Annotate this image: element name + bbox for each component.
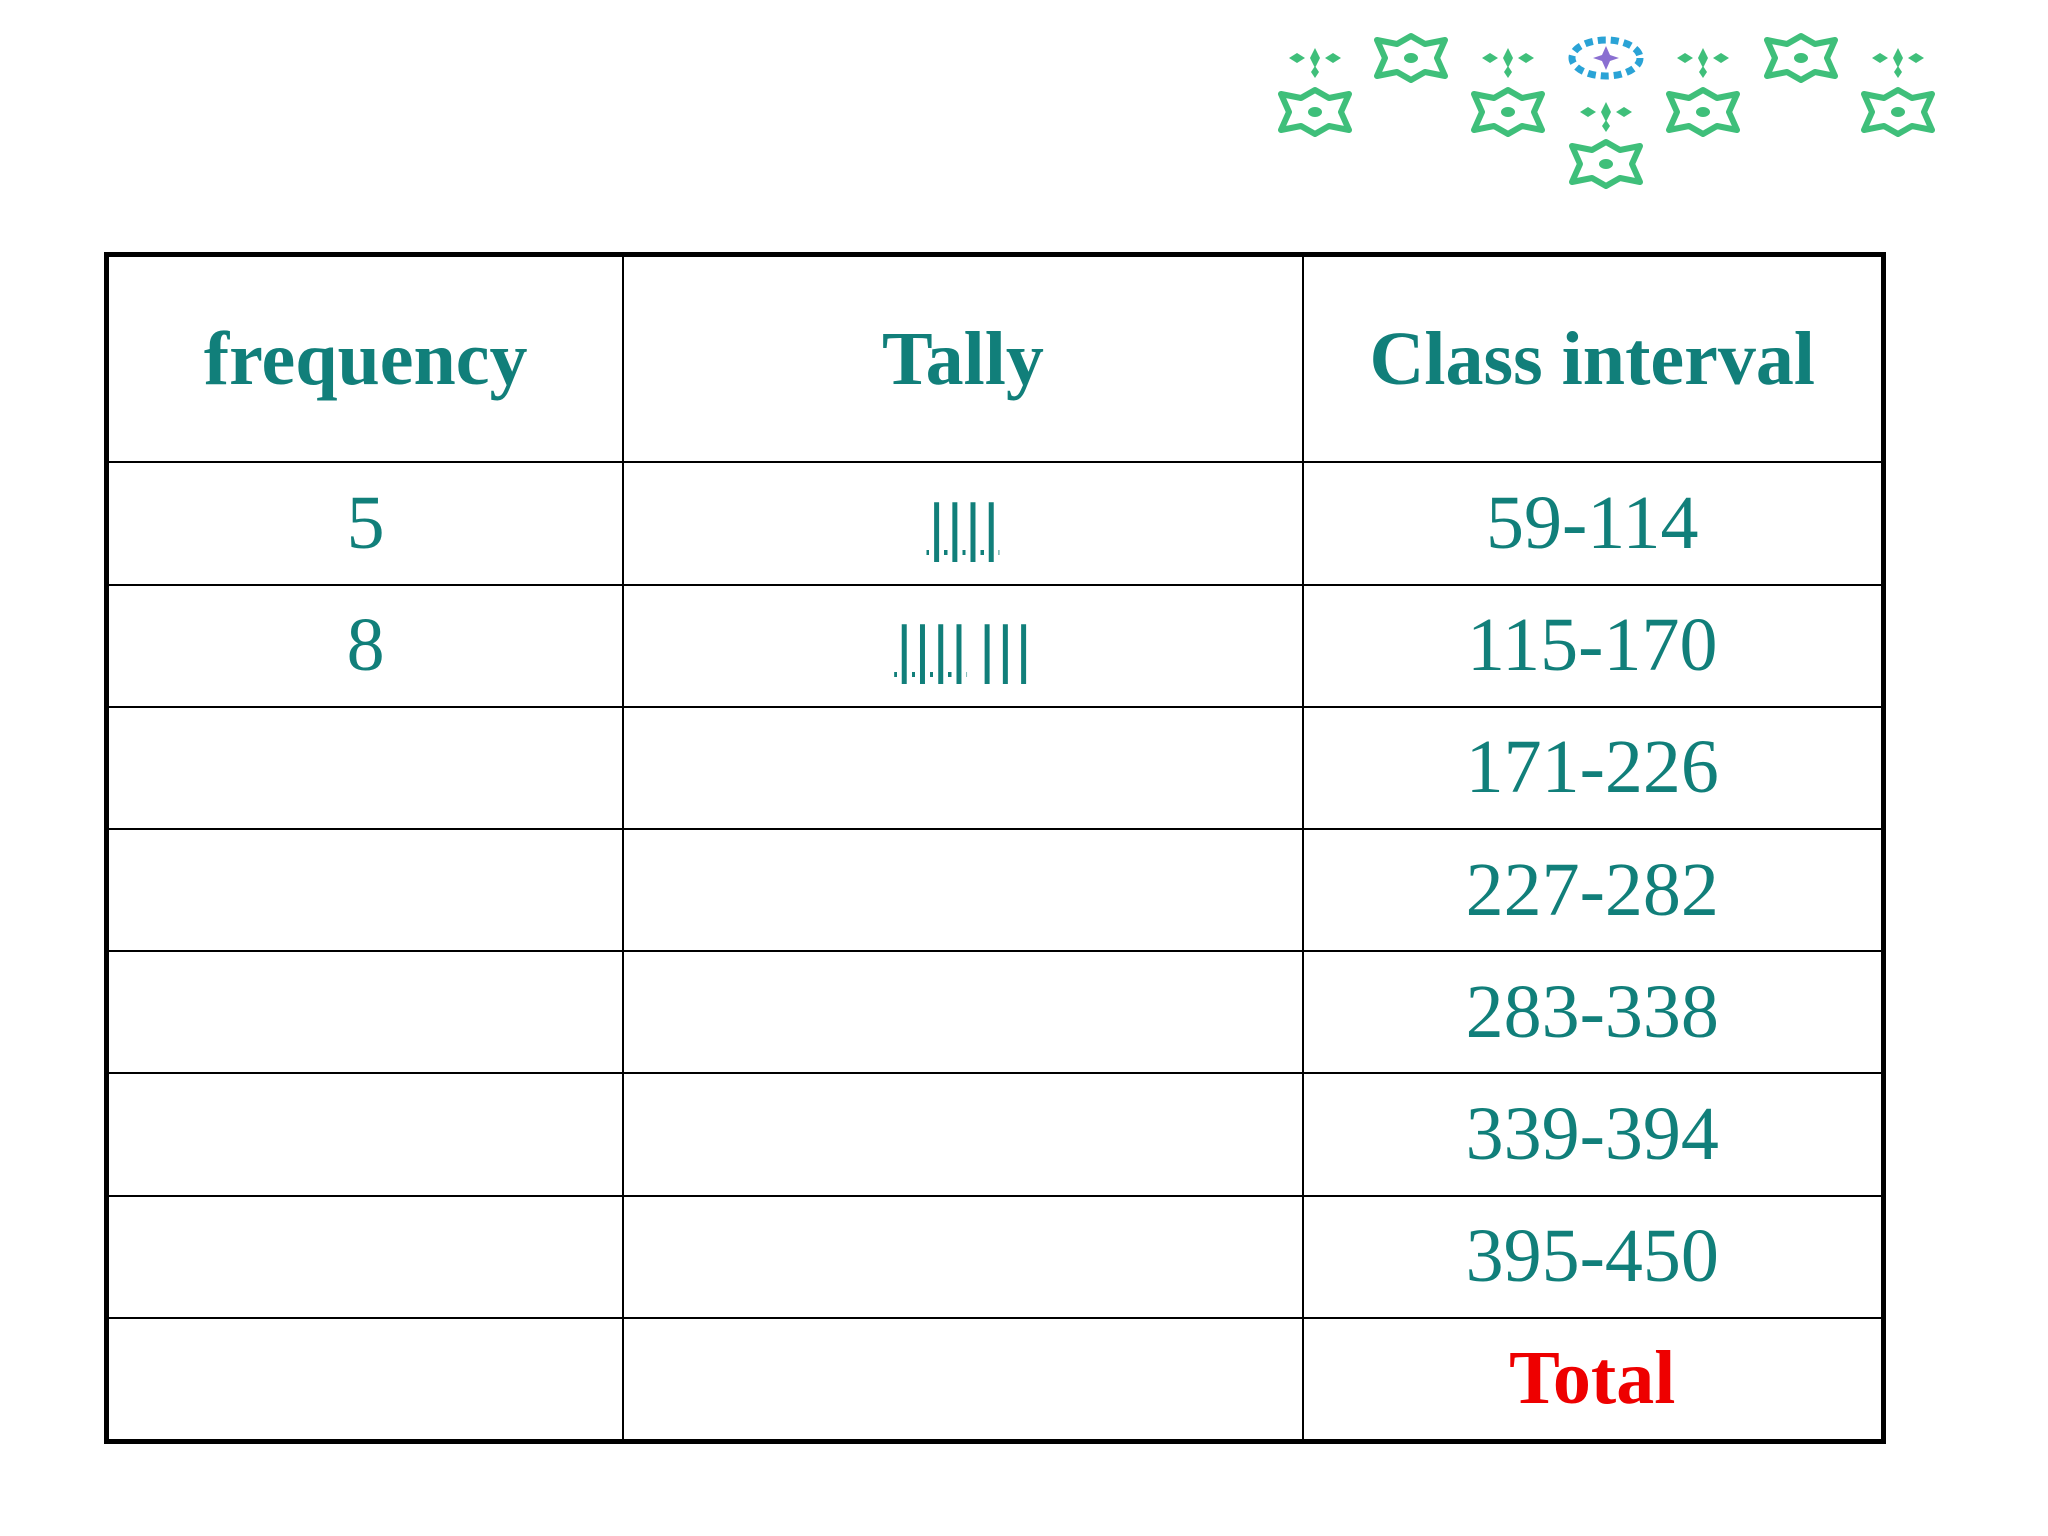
tally-marks: |||| (926, 492, 1002, 563)
class-interval-cell: 59-114 (1301, 461, 1885, 586)
total-tally-cell (622, 1316, 1304, 1443)
frequency-cell (105, 705, 625, 830)
table-row: 395-450 (105, 1194, 1885, 1319)
frequency-cell: 5 (105, 461, 625, 586)
frequency-cell (105, 1072, 625, 1197)
table-row: 5 |||| 59-114 (105, 461, 1885, 586)
tally-cell: |||| (622, 461, 1304, 586)
table-header-row: frequency Tally Class interval (105, 253, 1885, 464)
tally-extra: ||| (977, 615, 1034, 686)
class-interval-cell: 171-226 (1301, 705, 1885, 830)
tally-group: |||| (926, 492, 1002, 563)
frequency-cell (105, 1194, 625, 1319)
total-label: Total (1301, 1316, 1885, 1443)
table-row: 8 |||| ||| 115-170 (105, 583, 1885, 708)
total-frequency-cell (105, 1316, 625, 1443)
table-row: 171-226 (105, 705, 1885, 830)
tally-cell (622, 705, 1304, 830)
tally-cell (622, 950, 1304, 1075)
tally-group: |||| (894, 615, 969, 686)
header-class-interval: Class interval (1301, 253, 1885, 464)
tally-cell: |||| ||| (622, 583, 1304, 708)
header-tally: Tally (622, 253, 1304, 464)
tally-cell (622, 1072, 1304, 1197)
class-interval-cell: 339-394 (1301, 1072, 1885, 1197)
frequency-distribution-table: frequency Tally Class interval 5 |||| 59… (104, 252, 1886, 1444)
class-interval-cell: 283-338 (1301, 950, 1885, 1075)
frequency-cell (105, 827, 625, 953)
class-interval-cell: 395-450 (1301, 1194, 1885, 1319)
table-row: 339-394 (105, 1072, 1885, 1197)
frequency-cell (105, 950, 625, 1075)
tally-marks: |||| ||| (894, 615, 1034, 686)
decorative-star-pattern-icon (1270, 30, 1990, 200)
class-interval-cell: 227-282 (1301, 827, 1885, 953)
table-total-row: Total (105, 1316, 1885, 1443)
tally-cell (622, 827, 1304, 953)
frequency-cell: 8 (105, 583, 625, 708)
tally-cell (622, 1194, 1304, 1319)
table-row: 227-282 (105, 827, 1885, 953)
class-interval-cell: 115-170 (1301, 583, 1885, 708)
header-frequency: frequency (105, 253, 625, 464)
table-row: 283-338 (105, 950, 1885, 1075)
